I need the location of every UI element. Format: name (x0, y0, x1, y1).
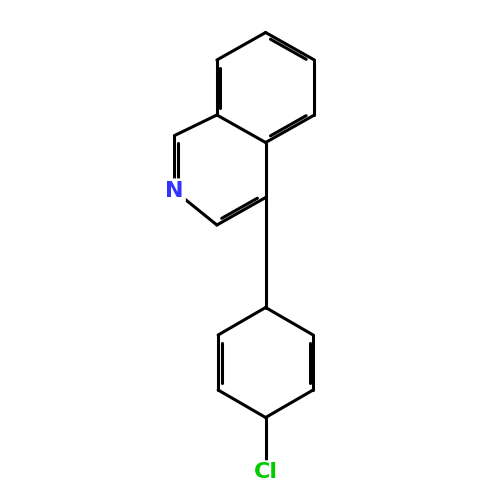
Text: Cl: Cl (254, 462, 278, 482)
Text: N: N (165, 180, 184, 201)
